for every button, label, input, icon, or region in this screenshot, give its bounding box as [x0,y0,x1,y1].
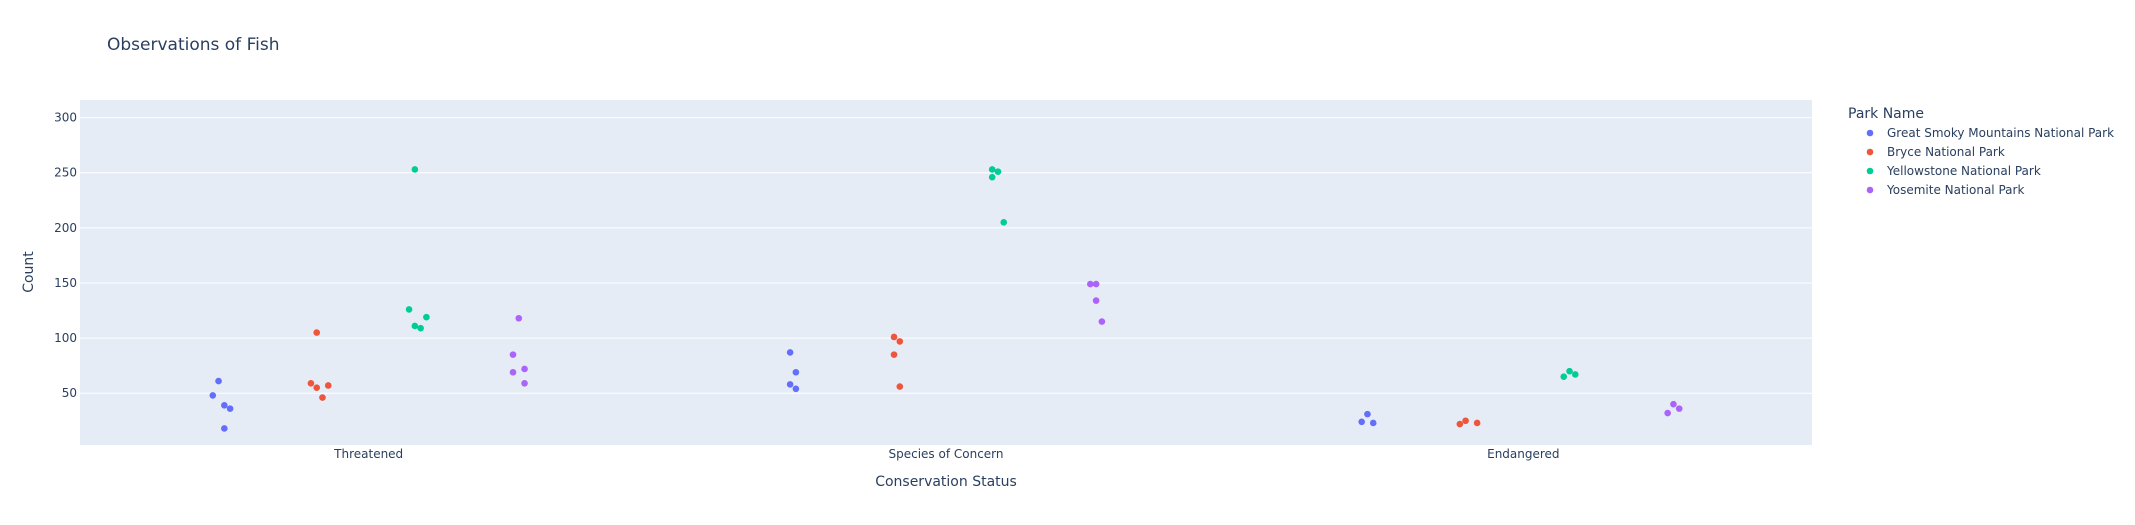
gridlines [80,117,1812,394]
data-point[interactable] [890,351,898,358]
data-point[interactable] [417,324,424,332]
data-point[interactable] [215,377,222,385]
y-axis-title: Count [21,251,37,293]
data-point[interactable] [405,306,413,313]
data-point[interactable] [1456,420,1464,428]
data-point[interactable] [209,392,217,399]
legend-label: Yellowstone National Park [1886,164,2041,178]
data-point[interactable] [1098,318,1106,325]
data-point[interactable] [786,349,794,356]
data-point[interactable] [221,402,228,409]
data-point[interactable] [792,368,800,376]
data-points [209,166,1683,432]
data-point[interactable] [521,379,528,387]
y-tick-label: 250 [54,166,77,180]
legend-title: Park Name [1848,106,1924,122]
y-tick-label: 50 [62,386,77,400]
data-point[interactable] [1000,219,1008,226]
data-point[interactable] [1571,371,1579,378]
data-point[interactable] [988,166,996,173]
data-point[interactable] [1560,373,1568,380]
data-point[interactable] [786,381,794,388]
legend-label: Bryce National Park [1887,145,2005,159]
data-point[interactable] [1092,297,1100,304]
legend-item[interactable]: Great Smoky Mountains National Park [1866,126,2114,140]
legend-label: Great Smoky Mountains National Park [1887,126,2114,140]
data-point[interactable] [890,333,898,341]
x-tick-label: Threatened [333,447,403,461]
legend-marker [1866,186,1874,194]
legend-marker [1866,167,1874,175]
legend-marker [1866,129,1874,137]
plot-area [80,100,1812,445]
y-tick-label: 200 [54,221,77,235]
y-tick-label: 150 [54,276,77,290]
legend-item[interactable]: Yosemite National Park [1866,183,2025,197]
data-point[interactable] [1358,418,1365,426]
x-tick-label: Species of Concern [888,447,1003,461]
legend-marker [1866,148,1874,156]
y-tick-label: 100 [54,331,77,345]
y-tick-label: 300 [54,111,77,125]
data-point[interactable] [319,394,326,401]
y-axis-ticks: 50 100 150 200 250 300 [54,111,77,401]
data-point[interactable] [521,365,528,373]
data-point[interactable] [411,166,419,173]
data-point[interactable] [1670,400,1677,408]
data-point[interactable] [221,425,228,432]
data-point[interactable] [988,173,996,181]
data-point[interactable] [1473,419,1481,427]
data-point[interactable] [313,329,321,336]
x-axis-title: Conservation Status [875,474,1017,490]
data-point[interactable] [1364,410,1371,418]
data-point[interactable] [509,368,517,376]
data-point[interactable] [1462,417,1469,425]
x-axis-ticks: Threatened Species of Concern Endangered [333,447,1559,461]
data-point[interactable] [1087,280,1094,288]
data-point[interactable] [1092,280,1100,288]
legend-item[interactable]: Bryce National Park [1866,145,2005,159]
data-point[interactable] [509,351,517,358]
data-point[interactable] [896,383,904,390]
data-point[interactable] [313,384,321,391]
data-point[interactable] [994,168,1002,175]
data-point[interactable] [1369,419,1377,427]
data-point[interactable] [411,322,419,330]
data-point[interactable] [1664,409,1671,417]
data-point[interactable] [896,338,904,345]
legend-item[interactable]: Yellowstone National Park [1866,164,2041,178]
x-tick-label: Endangered [1487,447,1559,461]
data-point[interactable] [515,314,523,322]
data-point[interactable] [1675,405,1683,412]
chart-title: Observations of Fish [107,35,279,55]
legend[interactable]: Park Name Great Smoky Mountains National… [1848,106,2114,197]
data-point[interactable] [1566,367,1573,375]
data-point[interactable] [423,313,430,321]
data-point[interactable] [307,379,315,387]
data-point[interactable] [792,385,800,393]
legend-label: Yosemite National Park [1886,183,2024,197]
data-point[interactable] [226,405,234,412]
data-point[interactable] [324,382,332,389]
